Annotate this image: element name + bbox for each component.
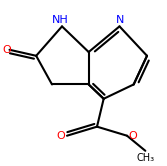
Text: N: N bbox=[116, 15, 125, 25]
Text: O: O bbox=[129, 131, 137, 141]
Text: NH: NH bbox=[52, 15, 69, 25]
Text: O: O bbox=[2, 45, 11, 55]
Text: CH₃: CH₃ bbox=[136, 153, 154, 163]
Text: O: O bbox=[57, 131, 65, 141]
